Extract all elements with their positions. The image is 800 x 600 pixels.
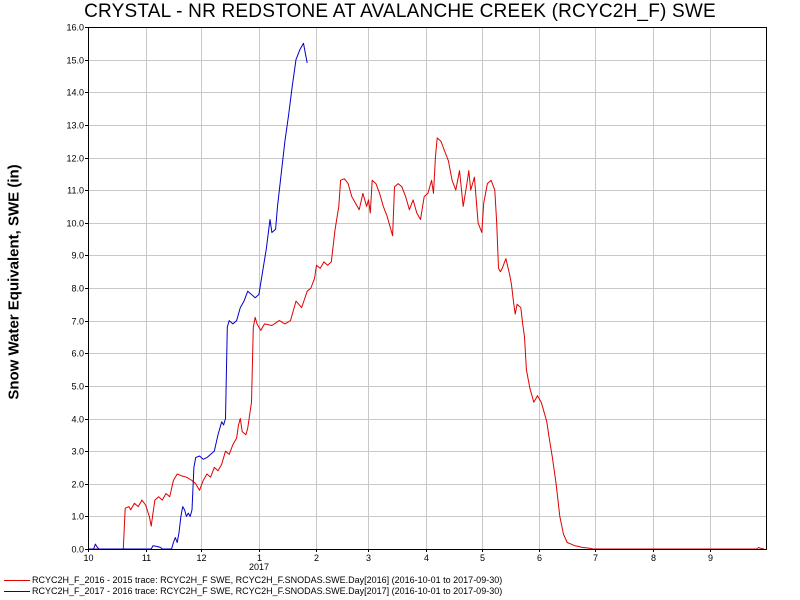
- legend-swatch-red: [4, 580, 30, 582]
- y-tick-label: 13.0: [66, 121, 84, 131]
- y-tick-label: 8.0: [71, 284, 84, 294]
- legend-swatch-blue: [4, 591, 30, 593]
- x-tick-label: 8: [651, 553, 656, 563]
- legend-item-2017: RCYC2H_F_2017 - 2016 trace: RCYC2H_F SWE…: [4, 586, 502, 596]
- gridlines: [88, 27, 766, 549]
- y-tick-label: 14.0: [66, 88, 84, 98]
- y-tick-label: 1.0: [71, 512, 84, 522]
- x-tick-label: 1: [257, 553, 262, 563]
- y-tick-label: 5.0: [71, 382, 84, 392]
- y-tick-label: 9.0: [71, 251, 84, 261]
- x-tick-label: 6: [537, 553, 542, 563]
- y-tick-label: 3.0: [71, 447, 84, 457]
- plot-frame: [88, 27, 767, 550]
- x-tick-label: 10: [83, 553, 93, 563]
- legend-label-2016: RCYC2H_F_2016 - 2015 trace: RCYC2H_F SWE…: [32, 575, 503, 585]
- x-year-label: 2017: [249, 562, 269, 572]
- legend-item-2016: RCYC2H_F_2016 - 2015 trace: RCYC2H_F SWE…: [4, 575, 502, 585]
- series-line-0: [88, 137, 765, 550]
- y-tick-label: 6.0: [71, 349, 84, 359]
- y-tick-label: 4.0: [71, 415, 84, 425]
- x-tick-label: 5: [480, 553, 485, 563]
- y-tick-label: 11.0: [67, 186, 84, 196]
- x-tick-label: 7: [593, 553, 598, 563]
- y-tick-label: 15.0: [66, 56, 84, 66]
- y-tick-label: 0.0: [71, 545, 84, 555]
- chart-title: CRYSTAL - NR REDSTONE AT AVALANCHE CREEK…: [84, 1, 716, 22]
- y-tick-label: 12.0: [66, 154, 84, 164]
- x-tick-label: 12: [196, 553, 206, 563]
- legend-label-2017: RCYC2H_F_2017 - 2016 trace: RCYC2H_F SWE…: [32, 586, 503, 596]
- y-tick-label: 16.0: [66, 23, 84, 33]
- axis-ticks: 0.01.02.03.04.05.06.07.08.09.010.011.012…: [66, 23, 713, 573]
- y-tick-label: 2.0: [71, 480, 84, 490]
- x-tick-label: 9: [708, 553, 713, 563]
- y-tick-label: 7.0: [71, 317, 84, 327]
- x-tick-label: 4: [424, 553, 429, 563]
- y-tick-label: 10.0: [66, 219, 84, 229]
- x-tick-label: 2: [314, 553, 319, 563]
- x-tick-label: 3: [366, 553, 371, 563]
- x-tick-label: 11: [142, 553, 151, 563]
